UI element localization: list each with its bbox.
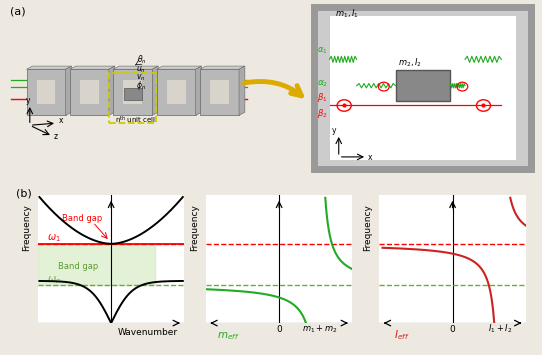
Text: Frequency: Frequency <box>22 204 31 251</box>
Polygon shape <box>27 66 72 69</box>
Text: $I_{eff}$: $I_{eff}$ <box>393 328 409 342</box>
Polygon shape <box>113 66 158 69</box>
Text: $u_n$: $u_n$ <box>136 64 145 75</box>
Polygon shape <box>167 80 185 104</box>
Text: $\alpha_1$: $\alpha_1$ <box>317 46 328 56</box>
Bar <box>124 88 142 100</box>
Text: Frequency: Frequency <box>190 204 199 251</box>
Text: $\beta_2$: $\beta_2$ <box>317 108 327 120</box>
Polygon shape <box>152 66 158 115</box>
Text: $\theta_n$: $\theta_n$ <box>137 53 146 66</box>
Text: $\omega_n$: $\omega_n$ <box>47 274 61 286</box>
Bar <box>396 70 450 101</box>
Polygon shape <box>157 66 202 69</box>
Text: y: y <box>332 126 337 135</box>
Polygon shape <box>70 69 109 115</box>
Text: $v_n$: $v_n$ <box>136 72 145 83</box>
Text: $\beta_1$: $\beta_1$ <box>317 91 327 104</box>
Text: (a): (a) <box>10 7 25 17</box>
Text: y: y <box>25 96 30 105</box>
Text: z: z <box>54 132 58 141</box>
Text: $m_{eff}$: $m_{eff}$ <box>217 331 239 342</box>
Text: $\omega_1$: $\omega_1$ <box>47 232 61 244</box>
Text: Band gap: Band gap <box>58 262 98 271</box>
Text: x: x <box>59 116 63 125</box>
Text: Band gap: Band gap <box>62 214 102 223</box>
Polygon shape <box>27 69 66 115</box>
Text: $m_1, I_1$: $m_1, I_1$ <box>335 7 359 20</box>
Polygon shape <box>239 66 245 115</box>
Text: $\alpha_2$: $\alpha_2$ <box>317 79 328 89</box>
Polygon shape <box>157 69 196 115</box>
Text: $m_1+m_2$: $m_1+m_2$ <box>301 324 337 335</box>
Polygon shape <box>200 66 245 69</box>
Polygon shape <box>200 69 239 115</box>
Bar <box>330 16 516 159</box>
Text: $I_1+I_2$: $I_1+I_2$ <box>488 323 512 335</box>
Text: $m_2, I_2$: $m_2, I_2$ <box>398 57 422 70</box>
Text: Frequency: Frequency <box>363 204 372 251</box>
Bar <box>314 7 531 169</box>
Text: x: x <box>368 153 372 163</box>
Polygon shape <box>70 66 115 69</box>
Polygon shape <box>80 80 99 104</box>
Text: (b): (b) <box>16 188 32 198</box>
Text: n$^{\rm th}$ unit cell: n$^{\rm th}$ unit cell <box>115 115 156 126</box>
Polygon shape <box>124 80 142 104</box>
Polygon shape <box>196 66 202 115</box>
Polygon shape <box>37 80 55 104</box>
Text: 0: 0 <box>450 325 455 334</box>
Polygon shape <box>113 69 152 115</box>
X-axis label: Wavenumber: Wavenumber <box>118 328 178 337</box>
Polygon shape <box>109 66 115 115</box>
Polygon shape <box>66 66 72 115</box>
Text: 0: 0 <box>276 325 282 334</box>
Polygon shape <box>210 80 229 104</box>
Text: $\phi_n$: $\phi_n$ <box>136 79 146 92</box>
